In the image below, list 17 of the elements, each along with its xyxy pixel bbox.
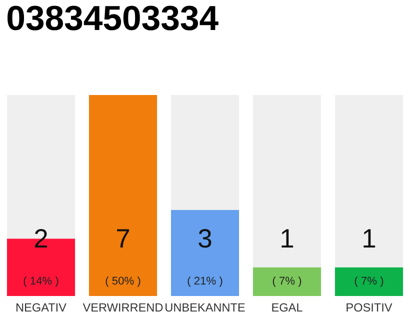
chart-title: 03834503334: [8, 6, 218, 30]
x-tick-label: POSITIV: [346, 303, 392, 312]
bar: [170, 210, 240, 296]
bar: [170, 95, 240, 210]
x-tick-label: EGAL: [272, 303, 302, 312]
data-label: 7 ( 50% ): [106, 229, 140, 287]
x-tick-label: NEGATIV: [16, 303, 66, 312]
bar: [334, 267, 404, 296]
data-label: 3 ( 21% ): [188, 229, 222, 287]
data-label: 1 ( 7% ): [272, 229, 302, 287]
bar: [252, 95, 322, 268]
x-tick-label: UNBEKANNTE: [166, 303, 245, 312]
x-tick-label: VERWIRREND: [82, 303, 163, 312]
data-label: 1 ( 7% ): [354, 229, 384, 287]
bar: [88, 95, 158, 296]
bar: [334, 95, 404, 268]
bar: [252, 267, 322, 296]
